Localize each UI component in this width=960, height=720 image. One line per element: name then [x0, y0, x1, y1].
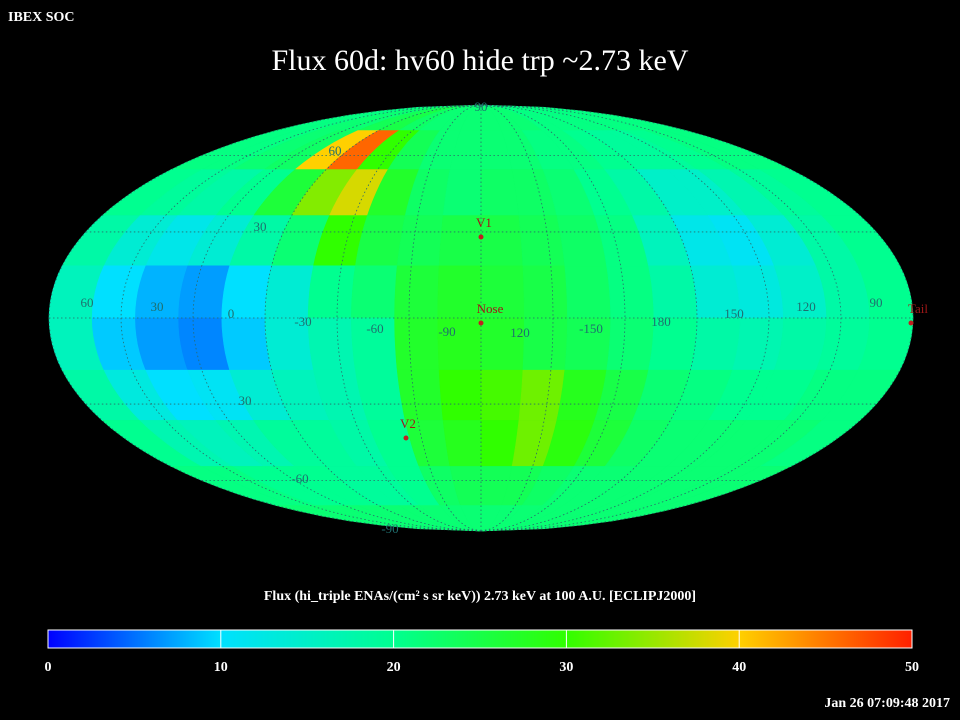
- marker-label: V2: [400, 416, 416, 431]
- meridian: [480, 104, 914, 532]
- graticule-label: 30: [151, 299, 164, 314]
- heat-cell: [396, 369, 444, 421]
- map: [48, 104, 914, 532]
- graticule-label: 30: [239, 393, 252, 408]
- heat-cell: [648, 265, 698, 319]
- graticule: [48, 104, 914, 532]
- heat-cell: [731, 317, 784, 371]
- meridian: [264, 104, 482, 532]
- timestamp: Jan 26 07:09:48 2017: [824, 696, 950, 711]
- colorbar-tick-label: 20: [387, 660, 401, 675]
- graticule-label: 30: [254, 219, 267, 234]
- graticule-label: 180: [651, 314, 671, 329]
- chart-title: Flux 60d: hv60 hide trp ~2.73 keV: [271, 44, 688, 77]
- graticule-label: -90: [438, 324, 455, 339]
- meridian: [480, 104, 554, 532]
- graticule-label: 60: [329, 143, 342, 158]
- heat-cell: [690, 317, 741, 371]
- heat-cell: [442, 420, 482, 467]
- graticule-label: 150: [724, 306, 744, 321]
- meridian: [408, 104, 482, 532]
- graticule-label: -90: [381, 521, 398, 536]
- header: IBEX SOC: [8, 10, 75, 25]
- graticule-label: -30: [294, 314, 311, 329]
- colorbar-tick-label: 10: [214, 660, 228, 675]
- graticule-label: 120: [510, 325, 530, 340]
- heat-cell: [442, 169, 482, 216]
- marker-dot: [478, 234, 484, 240]
- graticule-label: -60: [291, 471, 308, 486]
- colorbar-label: Flux (hi_triple ENAs/(cm² s sr keV)) 2.7…: [264, 589, 696, 604]
- colorbar-tick-label: 0: [45, 660, 52, 675]
- meridian: [480, 104, 842, 532]
- colorbar-tick-label: 30: [559, 660, 573, 675]
- graticule-label: -60: [366, 321, 383, 336]
- heat-cell: [307, 317, 356, 371]
- marker-dot: [478, 320, 484, 326]
- meridian: [48, 104, 482, 532]
- heat-cell: [307, 265, 356, 319]
- heat-cell: [351, 265, 398, 319]
- marker-label: Tail: [908, 301, 928, 316]
- marker-dot: [403, 435, 409, 441]
- heat-cell: [606, 265, 655, 319]
- meridian: [336, 104, 482, 532]
- heat-cell: [437, 265, 482, 319]
- heat-cell: [480, 369, 524, 421]
- heat-cell: [394, 317, 440, 371]
- heat-cell: [394, 265, 440, 319]
- colorbar: [47, 629, 913, 649]
- heat-cell: [438, 369, 482, 421]
- marker-label: Nose: [477, 301, 504, 316]
- heat-cell: [438, 215, 482, 267]
- marker-label: V1: [476, 215, 492, 230]
- heat-cell: [518, 369, 566, 421]
- heat-cell: [396, 215, 444, 267]
- meridian: [480, 104, 626, 532]
- overlay: 90 60 30 30 -60 -90 60 30 0 -30 -60 -90 120 -150 180 15…: [81, 99, 929, 536]
- heat-cell: [221, 317, 272, 371]
- graticule-label: 0: [228, 306, 235, 321]
- colorbar-tick-label: 40: [732, 660, 746, 675]
- graticule-label: -150: [579, 321, 603, 336]
- marker-dot: [908, 320, 914, 326]
- graticule-label: 60: [81, 295, 94, 310]
- colorbar-tick-label: 50: [905, 660, 919, 675]
- heat-cell: [518, 215, 566, 267]
- heat-cell: [522, 265, 568, 319]
- heat-cell: [606, 317, 655, 371]
- graticule-label: 120: [796, 299, 816, 314]
- heat-cell: [264, 265, 314, 319]
- meridian: [120, 104, 482, 532]
- meridian: [480, 104, 698, 532]
- graticule-label: 90: [870, 295, 883, 310]
- graticule-label: 90: [475, 99, 488, 114]
- heat-cell: [564, 265, 611, 319]
